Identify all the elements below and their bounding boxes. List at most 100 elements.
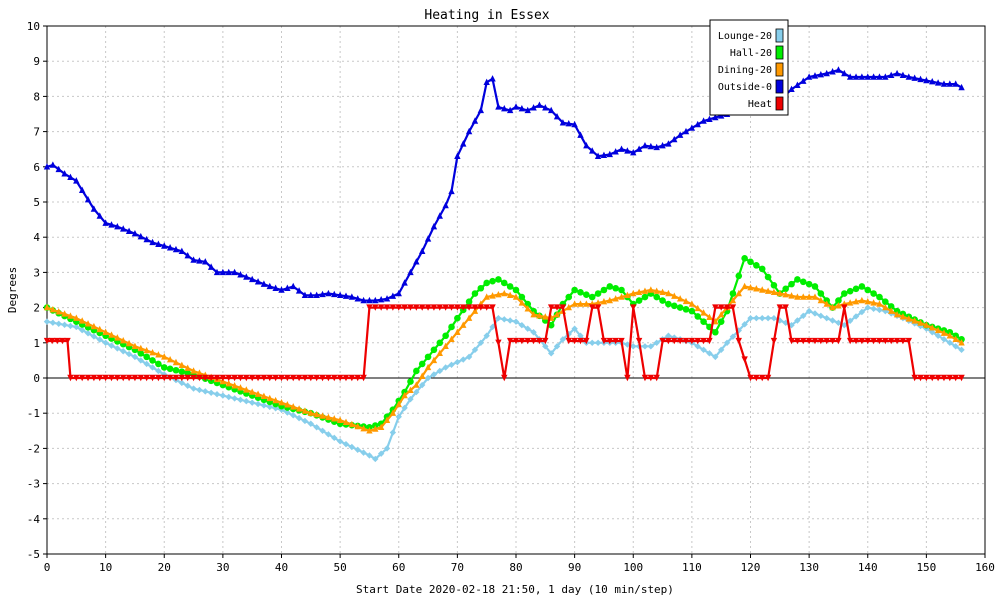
data-point [448, 187, 455, 195]
data-point [190, 385, 197, 392]
data-point [237, 384, 244, 391]
data-point [717, 304, 725, 311]
data-point [946, 80, 954, 87]
data-point [149, 364, 156, 371]
data-point [313, 291, 320, 298]
data-point [571, 120, 578, 128]
data-point [805, 280, 813, 288]
data-point [254, 278, 262, 285]
data-point [172, 358, 180, 366]
data-point [899, 313, 907, 320]
data-point [366, 452, 373, 459]
data-point [882, 298, 889, 306]
data-point [811, 310, 819, 317]
data-point [823, 300, 830, 307]
data-point [682, 337, 690, 345]
data-point [934, 79, 942, 86]
data-point [202, 388, 209, 395]
data-point [870, 337, 877, 345]
data-point [852, 73, 860, 80]
y-axis-title: Degrees [6, 267, 19, 313]
data-point [958, 339, 965, 346]
data-point [114, 222, 121, 230]
data-point [888, 307, 895, 314]
data-point [360, 449, 367, 456]
data-point [805, 337, 813, 345]
data-point [401, 404, 408, 412]
data-point [137, 374, 144, 382]
data-point [841, 290, 848, 297]
data-point [78, 317, 86, 324]
data-point [389, 409, 397, 416]
legend-swatch [775, 96, 784, 111]
data-point [547, 106, 555, 114]
data-point [653, 287, 660, 294]
data-point [512, 103, 520, 110]
data-point [301, 417, 309, 425]
data-point [48, 337, 56, 345]
data-point [559, 119, 567, 126]
data-point [84, 195, 92, 203]
data-point [876, 337, 883, 345]
data-point [213, 374, 221, 382]
data-point [835, 297, 842, 304]
data-point [688, 300, 696, 307]
data-point [102, 328, 109, 335]
data-point [940, 80, 948, 87]
data-point [190, 374, 197, 382]
data-point [225, 374, 232, 382]
series-line [46, 68, 963, 302]
data-point [764, 287, 772, 294]
series-dining-20 [43, 282, 965, 434]
data-point [653, 293, 660, 301]
data-point [600, 337, 608, 345]
data-point [589, 339, 596, 346]
data-point [583, 141, 590, 149]
data-point [940, 329, 948, 336]
data-point [753, 314, 760, 322]
y-tick-label: -4 [27, 513, 41, 526]
data-point [354, 374, 361, 382]
data-point [413, 367, 420, 375]
data-point [870, 299, 877, 306]
data-point [395, 413, 402, 420]
data-point [254, 374, 262, 382]
data-point [647, 286, 655, 293]
data-point [542, 313, 549, 320]
data-point [864, 337, 871, 345]
data-point [366, 304, 373, 311]
data-point [161, 374, 168, 382]
data-point [172, 366, 180, 374]
data-point [530, 329, 537, 336]
data-point [612, 148, 619, 155]
data-point [893, 69, 901, 77]
data-point [841, 322, 848, 329]
data-point [624, 147, 631, 154]
data-point [295, 414, 303, 422]
y-tick-label: -5 [27, 548, 40, 561]
data-point [325, 374, 332, 382]
data-point [131, 342, 139, 350]
data-point [137, 357, 144, 364]
data-point [149, 238, 156, 246]
data-point [360, 296, 367, 304]
data-point [73, 177, 80, 184]
data-point [448, 335, 455, 342]
data-point [260, 280, 268, 287]
data-point [929, 78, 936, 85]
data-point [231, 395, 238, 402]
data-point [131, 229, 139, 237]
data-point [764, 314, 772, 322]
data-point [178, 368, 186, 375]
data-point [342, 292, 350, 299]
data-point [770, 288, 778, 296]
data-point [196, 257, 203, 264]
data-point [108, 331, 115, 338]
data-point [465, 127, 473, 135]
data-point [799, 278, 807, 286]
data-point [96, 325, 103, 333]
data-point [184, 382, 191, 389]
data-point [395, 304, 402, 311]
data-point [108, 221, 115, 228]
data-point [841, 304, 848, 311]
